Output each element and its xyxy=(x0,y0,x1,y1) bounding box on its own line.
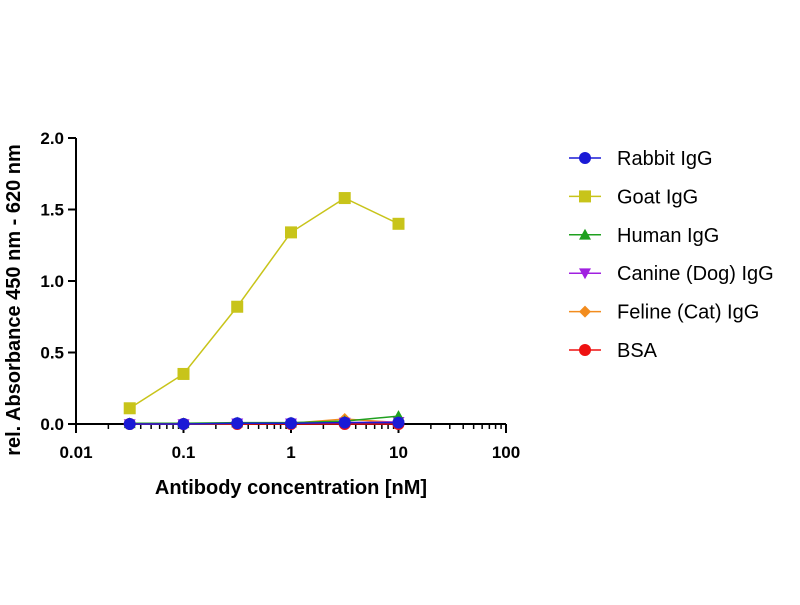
legend: Rabbit IgG Goat IgG Human IgG Canine (Dog) … xyxy=(569,148,774,362)
y-tick-label: 1.5 xyxy=(40,201,64,220)
data-point-rabbit-igg xyxy=(177,418,190,430)
legend-label: Feline (Cat) IgG xyxy=(617,302,759,324)
legend-item-bsa: BSA xyxy=(569,340,658,362)
series-rabbit-igg xyxy=(123,416,405,430)
data-point-rabbit-igg xyxy=(285,417,297,430)
data-point-rabbit-igg xyxy=(392,416,405,429)
legend-marker xyxy=(579,152,591,164)
legend-marker xyxy=(579,268,591,280)
legend-label: Rabbit IgG xyxy=(617,148,713,170)
series-human-igg xyxy=(123,410,405,429)
data-point-goat-igg xyxy=(231,300,244,313)
x-tick-label: 100 xyxy=(492,443,520,462)
x-tick-label: 0.01 xyxy=(59,443,92,462)
legend-marker xyxy=(579,190,591,203)
legend-marker xyxy=(579,344,591,356)
x-ticks: 0.01 0.1 1 10 100 xyxy=(59,424,520,462)
y-tick-label: 0.5 xyxy=(40,344,64,363)
data-point-goat-igg xyxy=(123,402,136,415)
legend-item-goat-igg: Goat IgG xyxy=(569,186,698,208)
legend-label: Human IgG xyxy=(617,225,719,247)
axes xyxy=(75,138,506,425)
x-tick-label: 1 xyxy=(286,443,295,462)
legend-label: Canine (Dog) IgG xyxy=(617,263,774,285)
legend-item-canine-dog-igg: Canine (Dog) IgG xyxy=(569,263,774,285)
data-point-goat-igg xyxy=(177,367,190,380)
series-line-goat-igg xyxy=(129,197,399,409)
data-point-rabbit-igg xyxy=(231,417,244,430)
y-tick-label: 0.0 xyxy=(40,415,64,434)
legend-item-feline-cat-igg: Feline (Cat) IgG xyxy=(569,302,759,324)
legend-label: Goat IgG xyxy=(617,186,698,208)
data-point-rabbit-igg xyxy=(123,418,136,430)
y-ticks: 0.0 0.5 1.0 1.5 2.0 xyxy=(40,129,76,434)
y-axis-label: rel. Absorbance 450 nm - 620 nm xyxy=(3,144,25,456)
data-point-goat-igg xyxy=(338,192,351,205)
legend-marker xyxy=(579,305,591,318)
legend-item-human-igg: Human IgG xyxy=(569,225,719,247)
data-point-goat-igg xyxy=(285,226,297,239)
x-tick-label: 10 xyxy=(389,443,408,462)
legend-item-rabbit-igg: Rabbit IgG xyxy=(569,148,713,170)
series-goat-igg xyxy=(123,192,405,415)
legend-marker xyxy=(579,228,591,240)
series-feline-cat-igg xyxy=(123,412,405,430)
y-tick-label: 1.0 xyxy=(40,272,64,291)
data-point-rabbit-igg xyxy=(338,416,351,429)
y-tick-label: 2.0 xyxy=(40,129,64,148)
series-line-rabbit-igg xyxy=(129,421,399,425)
x-tick-label: 0.1 xyxy=(172,443,196,462)
legend-label: BSA xyxy=(617,340,658,362)
x-axis-label: Antibody concentration [nM] xyxy=(155,477,427,499)
data-point-goat-igg xyxy=(392,217,405,230)
series-plot xyxy=(123,192,405,430)
